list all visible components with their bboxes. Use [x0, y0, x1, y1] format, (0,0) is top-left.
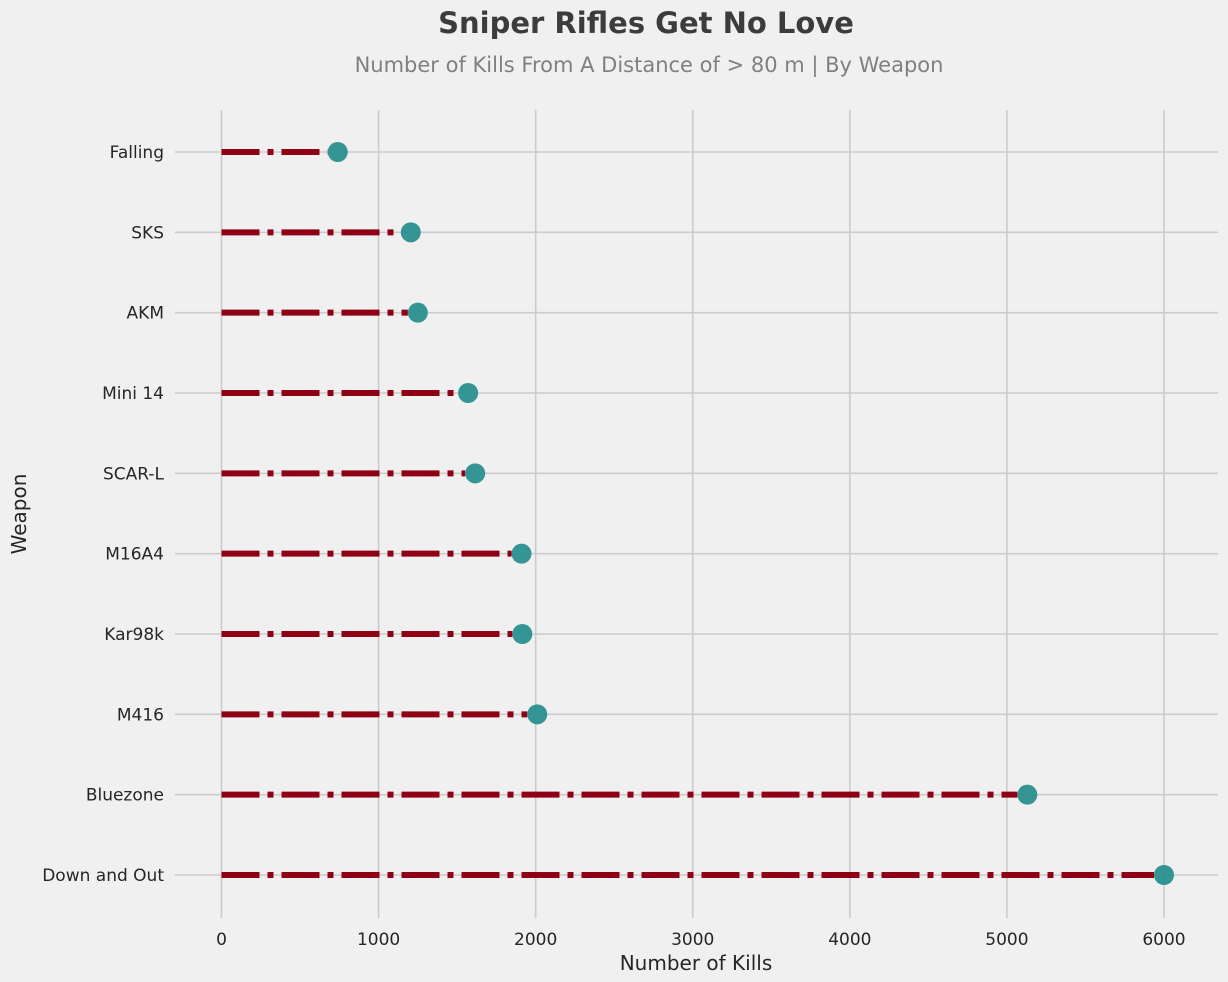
- y-tick-label: AKM: [127, 304, 164, 324]
- y-tick-label: Mini 14: [102, 384, 164, 404]
- lollipop-marker: [512, 624, 533, 644]
- y-tick-label: M16A4: [105, 545, 164, 565]
- lollipop-marker: [1017, 784, 1038, 805]
- lollipop-marker: [327, 142, 348, 162]
- lollipop-marker: [465, 463, 486, 484]
- x-tick-label: 1000: [357, 930, 400, 950]
- y-tick-label: M416: [117, 705, 164, 725]
- lollipop-marker: [458, 383, 479, 403]
- lollipop-stems: [221, 149, 1154, 878]
- x-tick-labels: 0 1000 2000 3000 4000 5000 6000: [216, 930, 1186, 950]
- x-axis-label: Number of Kills: [620, 951, 773, 975]
- lollipop-marker: [1154, 865, 1174, 885]
- y-axis-label: Weapon: [7, 474, 31, 555]
- y-tick-labels: Falling SKS AKM Mini 14 SCAR-L M16A4 Kar98k M41…: [42, 143, 164, 886]
- chart-subtitle: Number of Kills From A Distance of > 80 …: [355, 53, 944, 78]
- lollipop-marker: [527, 704, 548, 725]
- y-tick-label: Falling: [110, 143, 164, 163]
- x-tick-label: 2000: [514, 930, 557, 950]
- x-tick-label: 4000: [828, 930, 871, 950]
- lollipop-marker: [511, 543, 532, 564]
- y-tick-label: Down and Out: [42, 866, 164, 886]
- chart-title: Sniper Rifles Get No Love: [438, 6, 854, 40]
- y-tick-label: SCAR-L: [103, 464, 165, 484]
- y-tick-label: Kar98k: [104, 625, 164, 645]
- x-tick-label: 5000: [985, 930, 1028, 950]
- y-tick-label: Bluezone: [86, 786, 164, 806]
- x-tick-label: 3000: [671, 930, 714, 950]
- y-tick-label: SKS: [131, 223, 164, 243]
- lollipop-markers: [327, 142, 1174, 885]
- x-tick-label: 6000: [1142, 930, 1185, 950]
- x-tick-label: 0: [216, 930, 227, 950]
- lollipop-marker: [407, 302, 428, 323]
- lollipop-marker: [400, 222, 421, 243]
